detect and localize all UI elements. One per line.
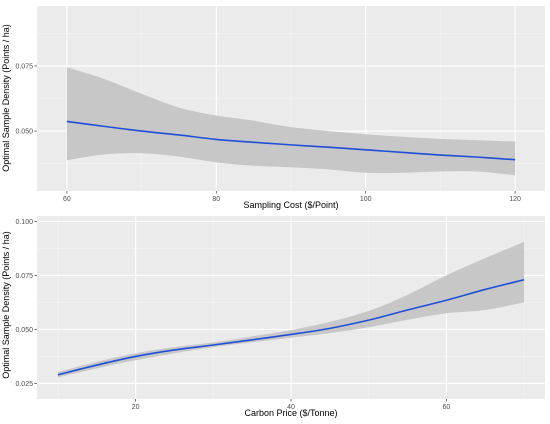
x-axis-title-1: Sampling Cost ($/Point) xyxy=(243,200,338,210)
y-tick-label: 0.075 xyxy=(15,273,33,280)
x-tick-label: 60 xyxy=(63,196,71,203)
x-tick-label: 100 xyxy=(360,196,372,203)
confidence-band-1 xyxy=(66,67,516,176)
y-axis-title-2: Optimal Sample Density (Points / ha) xyxy=(1,231,11,379)
axis-ticks-1: 60 80 100 120 0.050 0.075 xyxy=(15,63,521,203)
x-tick-label: 60 xyxy=(442,404,450,411)
y-tick-label: 0.075 xyxy=(15,63,33,70)
x-tick-label: 120 xyxy=(509,196,521,203)
series-line-2 xyxy=(57,278,525,376)
series-line-1 xyxy=(66,120,516,161)
x-tick-label: 40 xyxy=(287,404,295,411)
axis-ticks-2: 20 40 60 0.025 0.050 0.075 0.100 xyxy=(15,219,450,411)
panel-sampling-cost: 60 80 100 120 0.050 0.075 Sampling Cost ($/Po… xyxy=(1,6,545,210)
x-axis-title-2: Carbon Price ($/Tonne) xyxy=(244,408,337,418)
x-tick-label: 20 xyxy=(132,404,140,411)
y-tick-label: 0.050 xyxy=(15,129,33,136)
panel-carbon-price: 20 40 60 0.025 0.050 0.075 0.100 Carbon Price … xyxy=(1,216,545,418)
y-tick-label: 0.100 xyxy=(15,219,33,226)
x-tick-label: 80 xyxy=(212,196,220,203)
y-tick-label: 0.025 xyxy=(15,381,33,388)
y-axis-title-1: Optimal Sample Density (Points / ha) xyxy=(1,24,11,172)
y-tick-label: 0.050 xyxy=(15,327,33,334)
